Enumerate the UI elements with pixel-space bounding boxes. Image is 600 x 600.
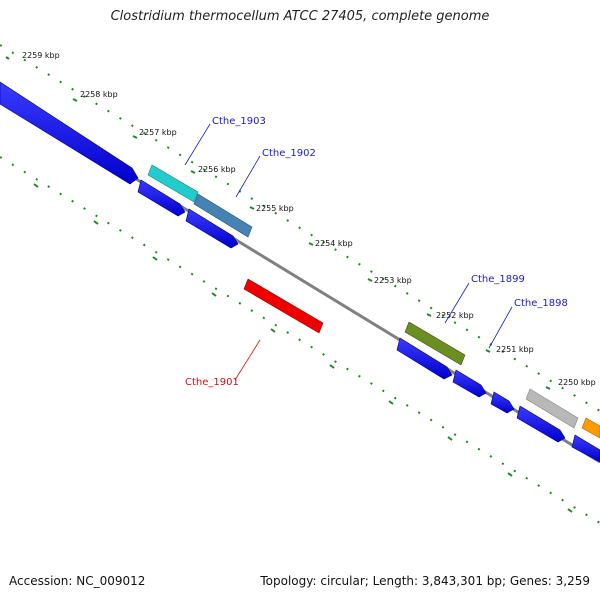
gene-arrow (137, 179, 186, 217)
kbp-label: 2258 kbp (80, 90, 118, 99)
gene-label-cthe-1903: Cthe_1903 (212, 116, 266, 127)
gene-labels: Cthe_1903 Cthe_1902 Cthe_1901 Cthe_1899 … (185, 116, 568, 388)
map-title: Clostridium thermocellum ATCC 27405, com… (110, 9, 490, 24)
gene-gray (525, 388, 579, 429)
gene-leader-lines (184, 123, 513, 381)
gene-label-cthe-1898: Cthe_1898 (514, 298, 568, 309)
gene-arrow (0, 81, 139, 185)
inner-major-ticks (33, 183, 573, 513)
gene-label-cthe-1899: Cthe_1899 (471, 274, 525, 285)
colored-genes (147, 164, 600, 439)
gene-arrow (396, 337, 453, 380)
kbp-label: 2256 kbp (198, 165, 236, 174)
gene-cthe-1902 (193, 193, 253, 238)
kbp-label: 2252 kbp (436, 311, 474, 320)
kbp-label: 2254 kbp (315, 239, 353, 248)
gene-cthe-1903 (147, 164, 199, 203)
gene-arrow (490, 391, 515, 414)
kbp-label: 2253 kbp (374, 276, 412, 285)
inner-tick-track (0, 156, 600, 524)
forward-genes (0, 81, 600, 463)
gene-arrow (185, 208, 239, 249)
kbp-label: 2251 kbp (496, 345, 534, 354)
gene-label-cthe-1902: Cthe_1902 (262, 148, 316, 159)
kbp-label: 2255 kbp (256, 204, 294, 213)
accession-label: Accession: NC_009012 (9, 574, 146, 588)
genome-summary: Topology: circular; Length: 3,843,301 bp… (260, 574, 590, 588)
outer-tick-track (0, 44, 600, 412)
kbp-labels: 2259 kbp 2258 kbp 2257 kbp 2256 kbp 2255… (22, 51, 596, 387)
kbp-label: 2250 kbp (558, 378, 596, 387)
kbp-label: 2257 kbp (139, 128, 177, 137)
gene-cthe-1901 (243, 278, 324, 334)
gene-cthe-1899 (404, 321, 466, 366)
outer-major-ticks (5, 56, 551, 390)
gene-label-cthe-1901: Cthe_1901 (185, 377, 239, 388)
kbp-label: 2259 kbp (22, 51, 60, 60)
gene-arrow (452, 369, 487, 398)
gene-arrow (516, 405, 566, 443)
gene-arrow (571, 434, 600, 463)
gene-orange (581, 417, 600, 439)
